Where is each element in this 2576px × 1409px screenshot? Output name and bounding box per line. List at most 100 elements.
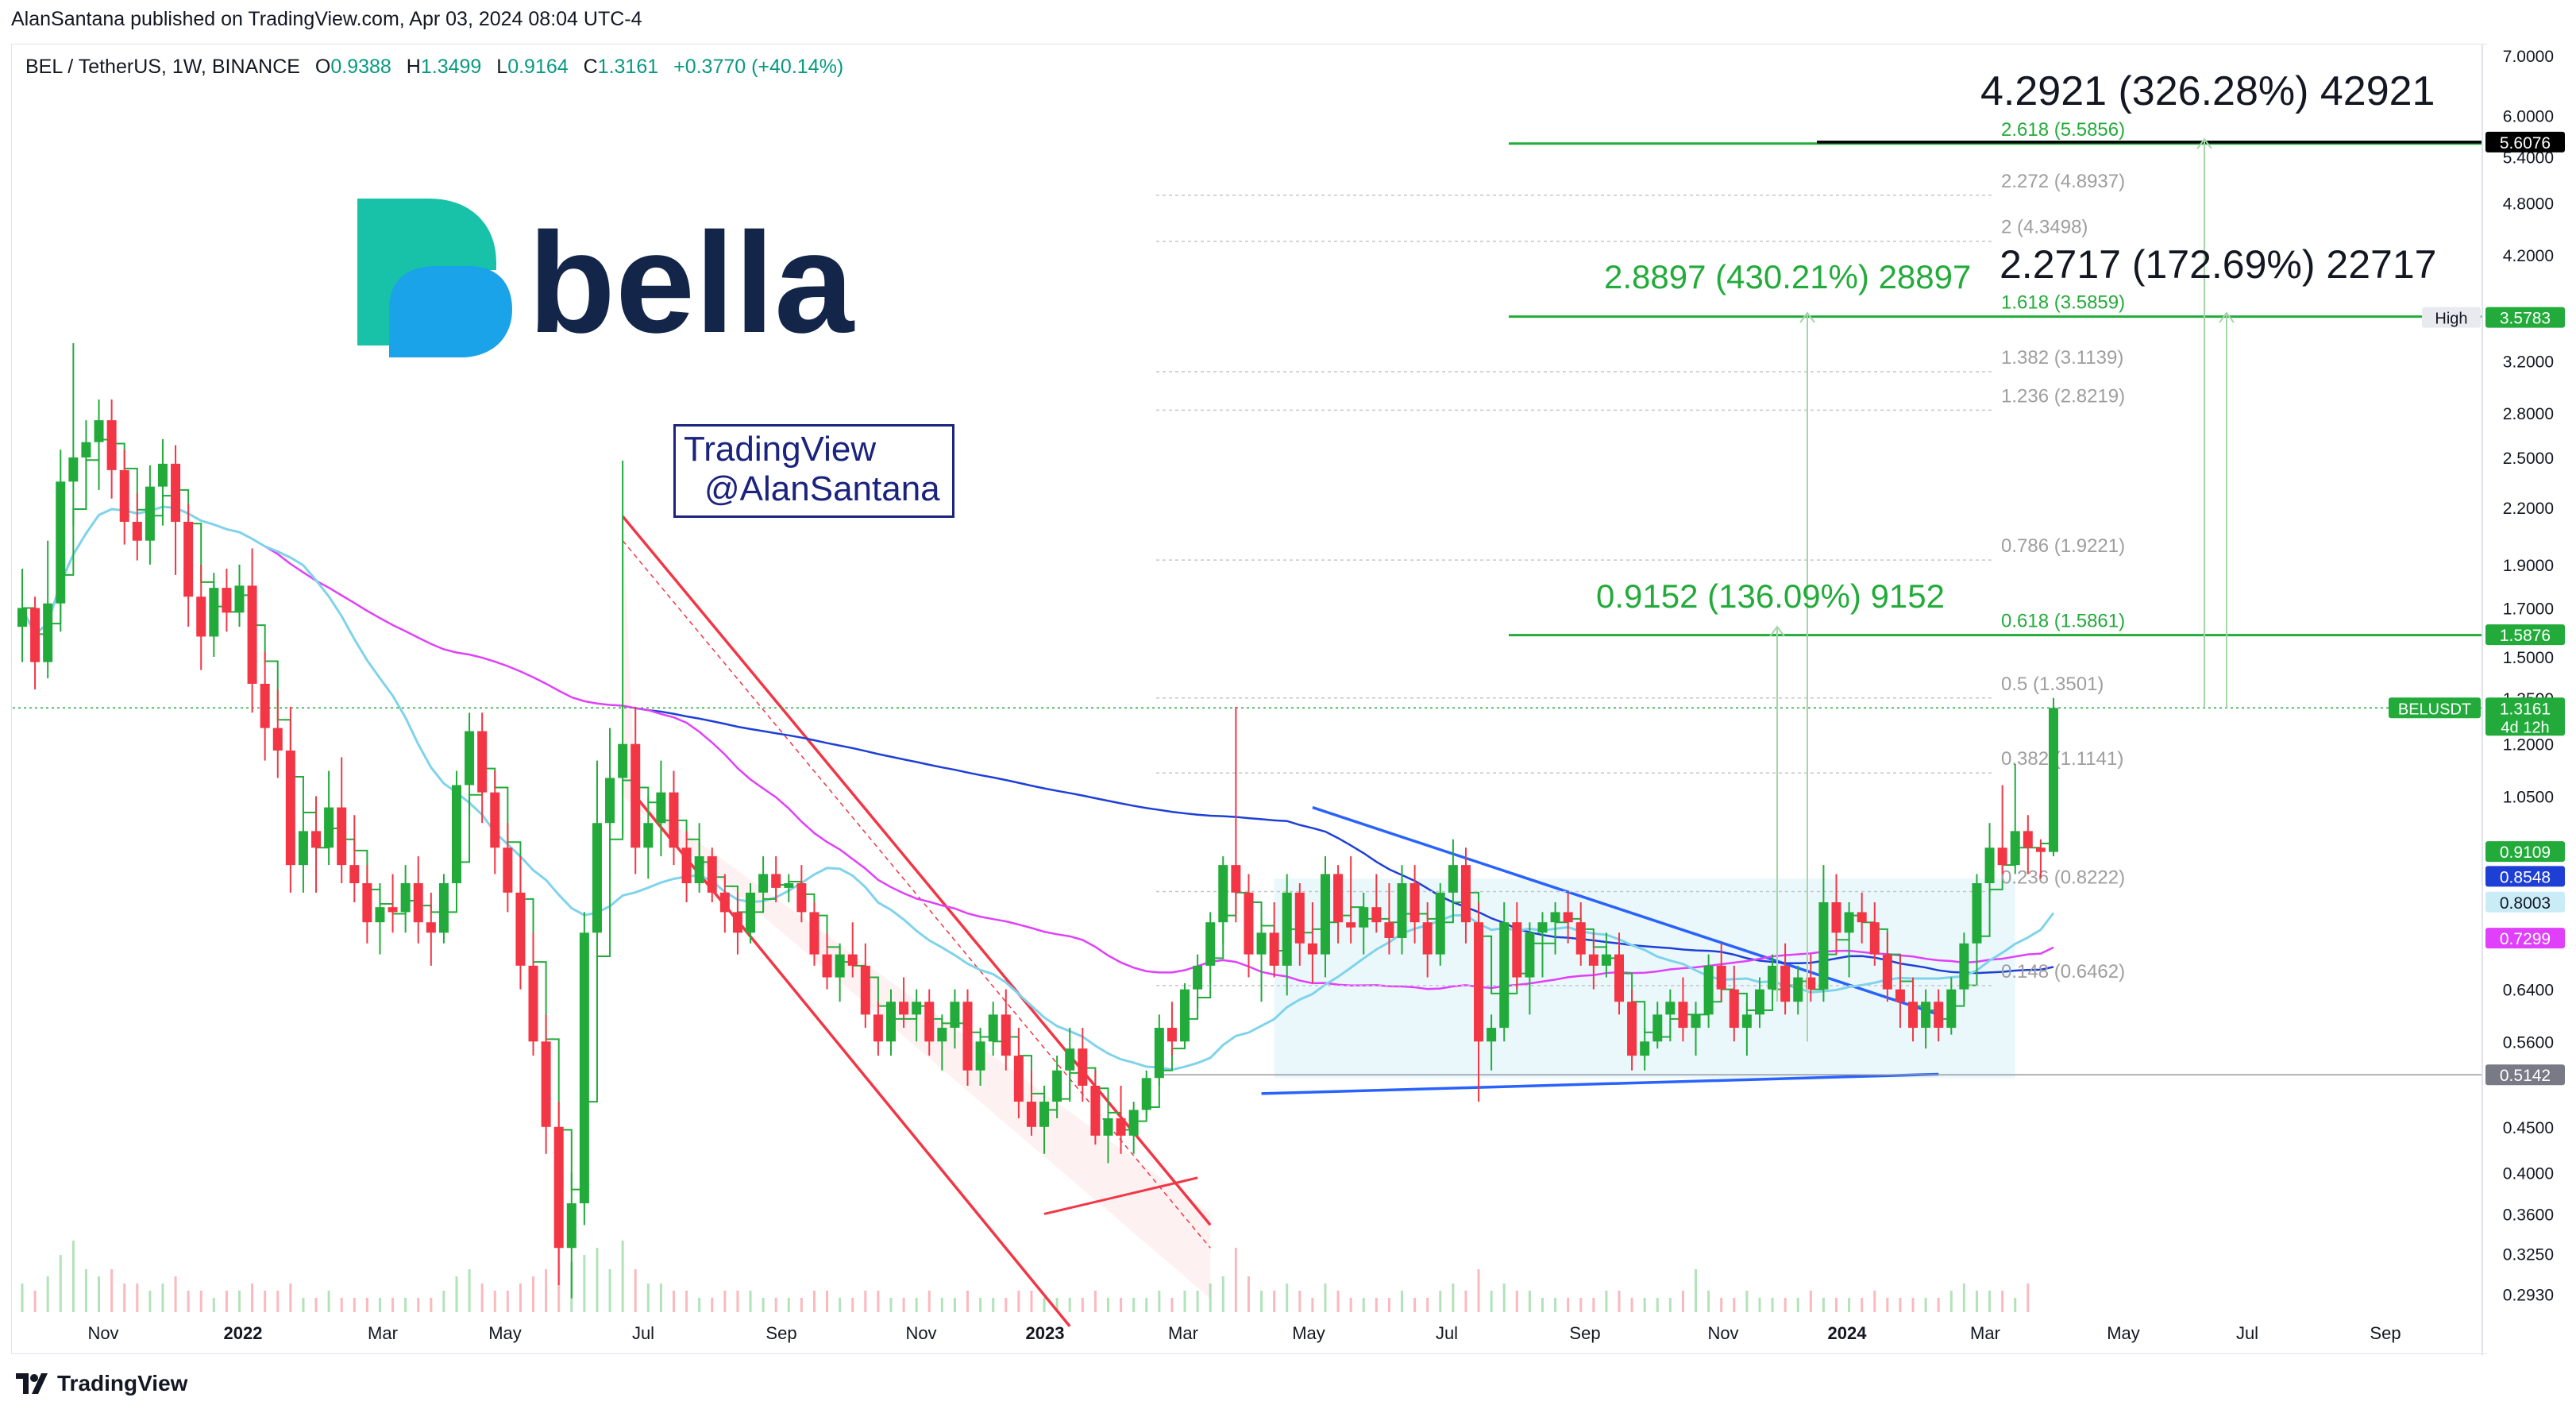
y-axis-tick-label: 1.9000 (2503, 557, 2554, 575)
candle-up (1359, 907, 1369, 928)
x-axis-tick-label: Sep (765, 1323, 796, 1343)
candle-up (566, 1203, 577, 1249)
candle-down (183, 521, 194, 597)
candle-down (196, 596, 206, 637)
volume-bar (1120, 1298, 1123, 1312)
candle-up (17, 608, 27, 627)
volume-bar (1209, 1284, 1212, 1312)
volume-bar (1375, 1298, 1378, 1312)
volume-bar (46, 1276, 49, 1312)
open-value: 0.9388 (330, 56, 391, 78)
candle-down (732, 912, 742, 933)
candle-up (400, 883, 411, 913)
candle-up (912, 1002, 922, 1015)
volume-bar (404, 1298, 407, 1312)
footer-brand[interactable]: TradingView (14, 1368, 187, 1399)
candle-up (1065, 1048, 1075, 1071)
volume-bar (1835, 1298, 1838, 1312)
candle-down (1346, 922, 1356, 928)
x-axis-tick-label: May (2107, 1323, 2140, 1343)
fib-level-label: 0.382 (1.1141) (2001, 748, 2123, 770)
candle-down (873, 1014, 883, 1042)
candle-up (1499, 922, 1510, 1029)
candle-up (1959, 943, 1969, 990)
x-axis-tick-label: May (488, 1323, 522, 1343)
volume-bar (927, 1291, 931, 1312)
candle-up (43, 603, 53, 662)
volume-bar (237, 1291, 241, 1312)
candle-down (222, 588, 232, 613)
x-axis-tick-label: Mar (1168, 1323, 1198, 1343)
volume-bar (1911, 1298, 1915, 1312)
candle-down (1307, 943, 1317, 955)
price-tag-value: 1.3161 (2500, 700, 2551, 718)
candle-down (1831, 901, 1841, 933)
volume-bar (1081, 1298, 1084, 1312)
volume-bar (455, 1276, 458, 1312)
candle-up (2010, 831, 2020, 866)
candle-up (209, 588, 219, 637)
volume-bar (545, 1269, 548, 1312)
candle-down (1512, 922, 1522, 978)
x-axis-tick-label: Jul (1436, 1323, 1458, 1343)
volume-bar (1452, 1284, 1455, 1312)
candle-up (937, 1028, 947, 1042)
x-axis-tick-label: Sep (2370, 1323, 2401, 1343)
candle-down (669, 792, 679, 848)
candle-down (1026, 1102, 1036, 1127)
candle-up (1205, 922, 1216, 966)
volume-bar (1030, 1291, 1033, 1312)
volume-bar (621, 1241, 624, 1312)
candle-up (234, 585, 245, 613)
x-axis-tick-label: Nov (87, 1323, 118, 1343)
chart-frame[interactable] (11, 44, 2487, 1354)
candle-down (260, 683, 270, 728)
volume-bar (1362, 1298, 1365, 1312)
price-tag-value: 0.5142 (2500, 1067, 2551, 1085)
close-value: 1.3161 (597, 56, 659, 78)
candle-down (30, 608, 40, 662)
candle-up (592, 823, 602, 933)
candle-down (1806, 977, 1816, 990)
candle-up (324, 807, 334, 848)
candle-up (1984, 847, 1995, 884)
volume-bar (161, 1284, 164, 1312)
candle-down (106, 420, 117, 470)
volume-bar (493, 1291, 496, 1312)
volume-bar (659, 1284, 662, 1312)
candle-down (681, 847, 692, 884)
candle-down (1678, 1002, 1688, 1029)
triangle-upper-line (1312, 805, 1939, 1017)
candle-down (272, 728, 283, 751)
candle-down (1244, 892, 1254, 955)
volume-bar (1311, 1298, 1314, 1312)
candle-down (1090, 1086, 1101, 1136)
low-value: 0.9164 (507, 56, 569, 78)
price-tag-label-box (2422, 307, 2481, 328)
y-axis-tick-label: 0.6400 (2503, 982, 2554, 1000)
price-tag-value: 0.7299 (2500, 930, 2551, 948)
candle-down (119, 469, 129, 522)
volume-bar (1477, 1269, 1480, 1312)
volume-bar (685, 1291, 688, 1312)
close-label: C (583, 56, 598, 78)
price-tag-box (2485, 841, 2565, 863)
change-value: +0.3770 (+40.14%) (673, 56, 844, 78)
x-axis-tick-label: 2023 (1026, 1323, 1065, 1343)
price-tag-label-box (2389, 697, 2481, 719)
volume-bar (915, 1298, 918, 1312)
candle-down (337, 807, 347, 866)
candle-down (1269, 932, 1279, 966)
x-axis-tick-label: 2022 (224, 1323, 263, 1343)
volume-bar (1426, 1298, 1429, 1312)
candle-down (1231, 865, 1241, 893)
volume-bar (1605, 1291, 1608, 1312)
fib-level-label: 0.236 (0.8222) (2001, 867, 2125, 889)
published-line: AlanSantana published on TradingView.com… (11, 8, 642, 30)
fib-level-label: 1.618 (3.5859) (2001, 292, 2125, 314)
candle-up (1844, 912, 1854, 933)
triangle-lower-line (1261, 1072, 1939, 1095)
x-axis-tick-label: Nov (905, 1323, 936, 1343)
symbol-title: BEL / TetherUS, 1W, BINANCE (25, 56, 300, 78)
